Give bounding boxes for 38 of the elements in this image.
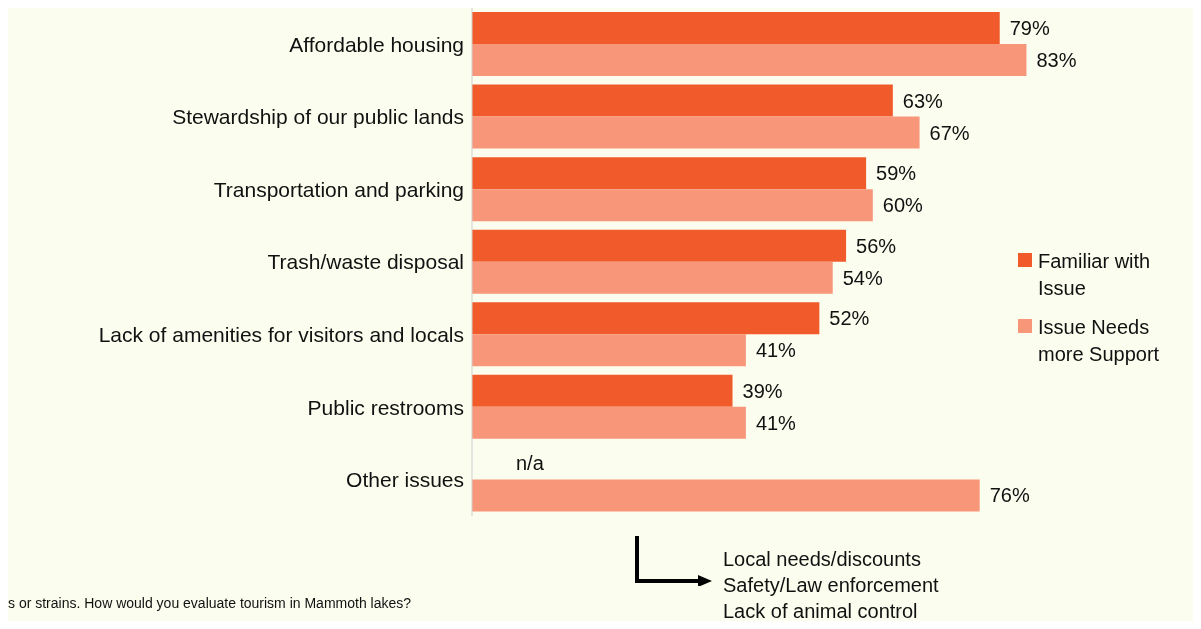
data-label: 54% [842,266,883,289]
bar [472,157,867,190]
data-label: 83% [1036,49,1077,71]
y-tick-label: Public restrooms [307,395,464,419]
bar [472,229,847,262]
bar [472,44,1027,76]
bar [472,84,893,117]
bar [472,374,733,407]
text: s or strains. How would you evaluate tourism in Mammoth lakes? [8,595,412,611]
data-label: 56% [856,234,897,257]
data-label: 79% [1009,17,1050,39]
bar [472,302,820,335]
y-tick-label: Trash/waste disposal [267,250,464,274]
bar [472,116,920,149]
data-label: 63% [902,89,944,112]
data-label: 67% [929,121,970,144]
data-label: 76% [989,484,1030,507]
bar [472,406,746,439]
bar [472,479,980,512]
text: Local needs/discounts Safety/Law enforcement Lack of animal control [723,547,939,624]
data-label: 52% [829,307,870,330]
bar [472,189,873,222]
y-tick-label: Transportation and parking [213,177,464,201]
y-tick-label: Lack of amenities for visitors and locals [98,323,464,347]
data-label: 39% [742,379,783,402]
y-tick-label: Stewardship of our public lands [172,105,464,129]
legend-label: Familiar with Issue [1038,249,1152,301]
y-tick-label: Affordable housing [289,32,464,56]
text: n/a [516,451,544,474]
bar [472,12,1000,44]
bar [472,261,833,294]
data-label: 41% [755,339,797,362]
legend-label: Issue Needs more Support [1038,315,1161,367]
data-label: 41% [755,411,797,434]
y-tick-label: Other issues [346,468,464,492]
data-label: 59% [876,162,917,185]
data-label: 60% [882,194,924,217]
bar [472,334,746,367]
